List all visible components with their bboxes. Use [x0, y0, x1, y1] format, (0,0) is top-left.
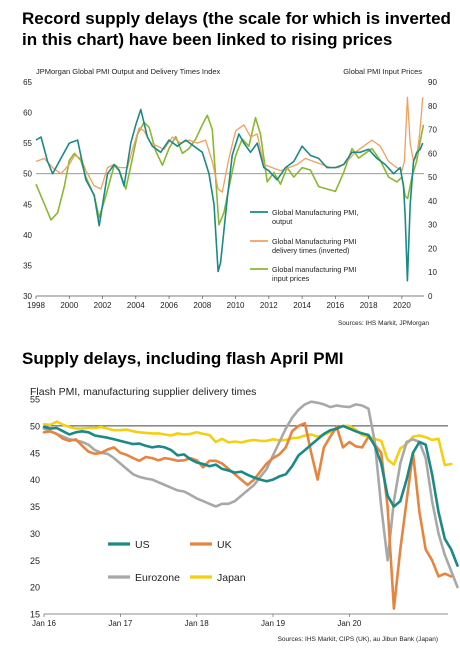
- chart2-series-line: [42, 400, 459, 589]
- chart1-ytick-right: 60: [428, 149, 437, 158]
- chart1-legend-label: Global Manufacturing PMI: [272, 237, 356, 246]
- chart1-ytick-right: 70: [428, 126, 437, 135]
- chart2-xtick-label: Jan 17: [108, 619, 133, 628]
- chart1-series-line: [35, 96, 424, 193]
- chart2-legend-label: UK: [217, 539, 232, 551]
- chart1-xtick-label: 1998: [27, 301, 45, 310]
- chart2-legend-label: Japan: [217, 572, 246, 584]
- chart1-xtick-label: 2014: [293, 301, 311, 310]
- chart1-ytick-right: 40: [428, 197, 437, 206]
- chart1-xtick-label: 2008: [193, 301, 211, 310]
- chart2-ytick: 35: [30, 502, 40, 512]
- chart1-left-axis-title: JPMorgan Global PMI Output and Delivery …: [36, 67, 220, 76]
- chart1-xtick-label: 2004: [127, 301, 145, 310]
- chart1-ytick-left: 30: [23, 292, 32, 301]
- chart2-legend-label: Eurozone: [135, 572, 180, 584]
- chart1-legend-label: delivery times (inverted): [272, 246, 349, 255]
- chart1-series-line: [35, 108, 424, 282]
- chart1-ytick-left: 65: [23, 78, 32, 87]
- chart1-xtick-label: 2000: [60, 301, 78, 310]
- chart1-source: Sources: IHS Markit, JPMorgan: [338, 320, 429, 327]
- chart1-ytick-right: 50: [428, 173, 437, 182]
- chart1-legend-label: input prices: [272, 274, 310, 283]
- chart2-legend-label: US: [135, 539, 150, 551]
- chart1-title: Record supply delays (the scale for whic…: [22, 9, 451, 49]
- chart2-title: Supply delays, including flash April PMI: [22, 349, 344, 368]
- chart1-ytick-left: 45: [23, 200, 32, 209]
- chart2-axes: 15 20 25 30 35 40 45 50 55 Jan 16 Jan 17 Jan 18 Jan …: [30, 395, 448, 628]
- chart1-xtick-label: 2020: [393, 301, 411, 310]
- chart1-legend: Global Manufacturing PMI,output Global Ma…: [248, 200, 378, 295]
- chart1-xtick-label: 2006: [160, 301, 178, 310]
- chart2-ytick: 55: [30, 395, 40, 405]
- chart2-ytick: 15: [30, 610, 40, 620]
- chart1-legend-box: [248, 200, 378, 295]
- chart1-ytick-right: 30: [428, 221, 437, 230]
- chart2-series: [42, 400, 459, 610]
- chart1-svg: JPMorgan Global PMI Output and Delivery …: [23, 67, 437, 327]
- chart1-xtick-label: 2002: [94, 301, 112, 310]
- chart2-legend: US UK Eurozone Japan: [108, 539, 246, 584]
- chart1-ytick-right: 80: [428, 102, 437, 111]
- chart2-xtick-label: Jan 16: [32, 619, 57, 628]
- chart1-ytick-left: 55: [23, 139, 32, 148]
- chart1-ytick-left: 40: [23, 231, 32, 240]
- chart1-ytick-left: 35: [23, 261, 32, 270]
- chart2-xtick-label: Jan 19: [261, 619, 286, 628]
- chart1-series: [35, 96, 425, 282]
- chart1-xtick-label: 2010: [227, 301, 245, 310]
- chart1-xtick-label: 2018: [360, 301, 378, 310]
- chart2-ytick: 20: [30, 583, 40, 593]
- chart1-axes: 30 35 40 45 50 55 60 65 0 10 20 30 40 50 60 70 80 90 1998 2…: [23, 78, 437, 310]
- chart1-legend-label: output: [272, 217, 292, 226]
- chart1-ytick-left: 50: [23, 170, 32, 179]
- chart2-ytick: 30: [30, 529, 40, 539]
- chart2-series-line: [42, 420, 453, 467]
- chart1-ytick-left: 60: [23, 109, 32, 118]
- chart2-series-line: [42, 424, 459, 567]
- chart2-source: Sources: IHS Markit, CIPS (UK), au Jibun…: [278, 636, 438, 643]
- chart1-xtick-label: 2016: [326, 301, 344, 310]
- chart2-ytick: 45: [30, 448, 40, 458]
- chart2-xtick-label: Jan 18: [185, 619, 210, 628]
- chart1-ytick-right: 0: [428, 292, 433, 301]
- chart2-ytick: 50: [30, 421, 40, 431]
- chart2-xtick-label: Jan 20: [337, 619, 362, 628]
- chart2-ytick: 25: [30, 556, 40, 566]
- chart1-ytick-right: 90: [428, 78, 437, 87]
- chart2-ytick: 40: [30, 475, 40, 485]
- chart1-ytick-right: 10: [428, 268, 437, 277]
- chart1-xtick-label: 2012: [260, 301, 278, 310]
- chart1-legend-label: Global Manufacturing PMI,: [272, 208, 358, 217]
- chart1-ytick-right: 20: [428, 244, 437, 253]
- chart2-subtitle: Flash PMI, manufacturing supplier delive…: [30, 386, 256, 398]
- chart2-series-line: [42, 421, 453, 610]
- chart1-legend-label: Global manufacturing PMI: [272, 265, 356, 274]
- chart1-right-axis-title: Global PMI Input Prices: [343, 67, 422, 76]
